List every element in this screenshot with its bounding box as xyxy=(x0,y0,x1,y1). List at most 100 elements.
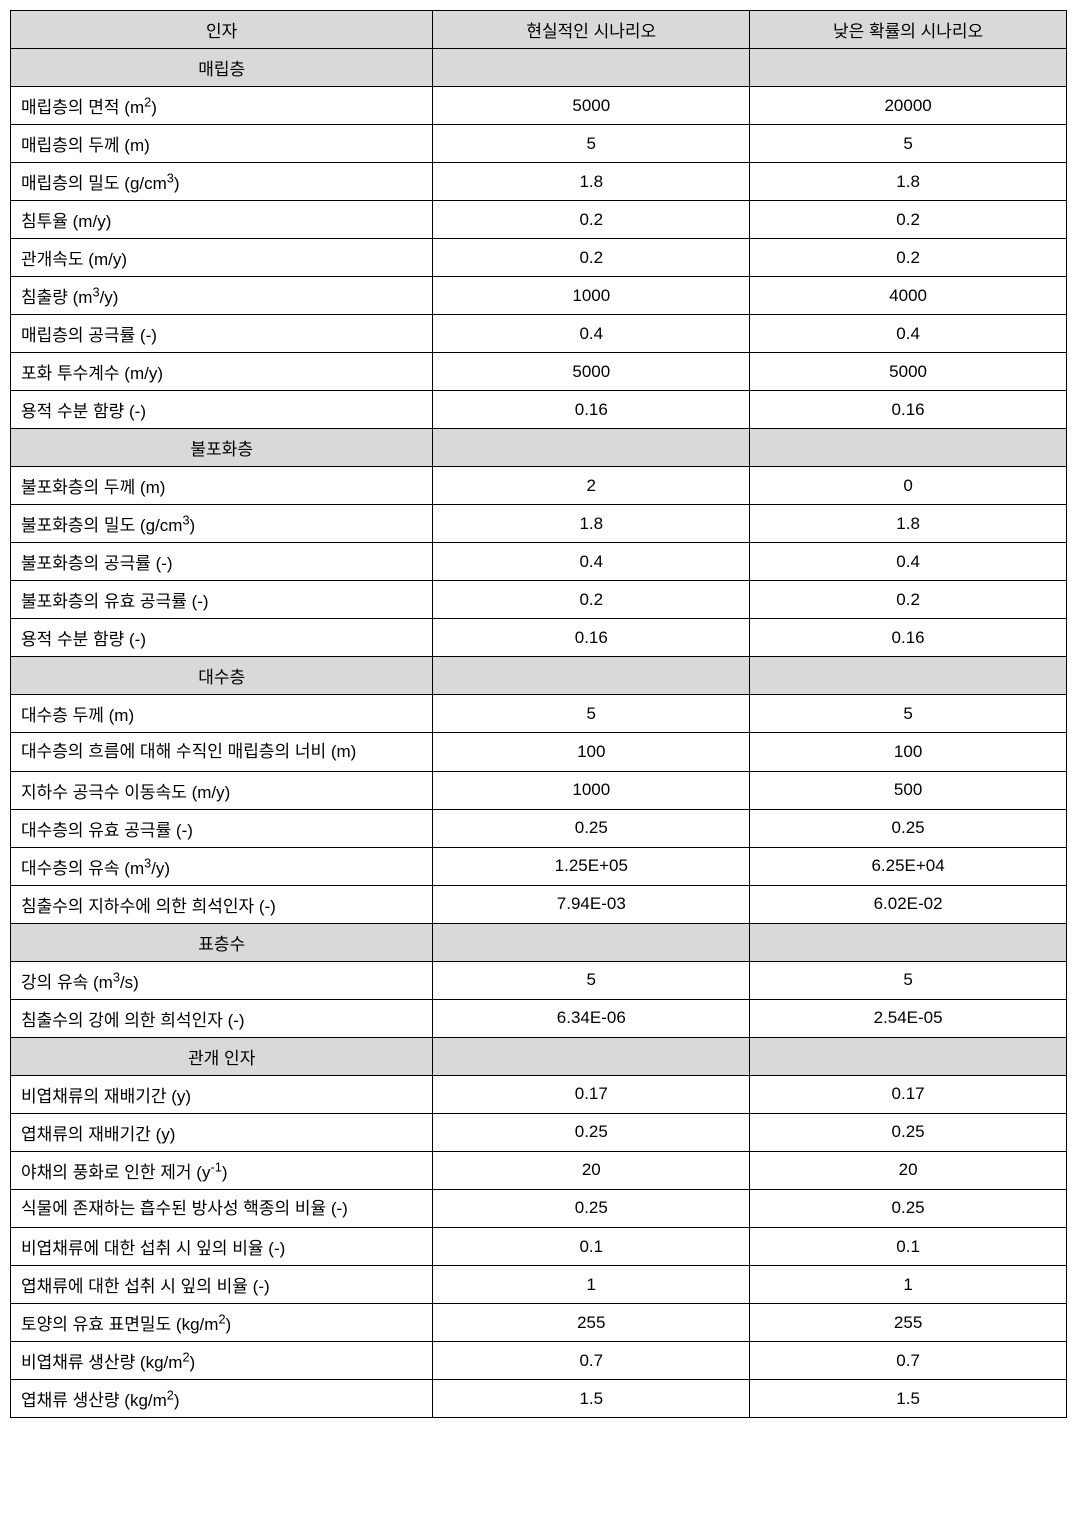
value-lowprob-cell: 1 xyxy=(750,1266,1067,1304)
table-row: 불포화층의 공극률 (-)0.40.4 xyxy=(11,543,1067,581)
param-cell: 비엽채류에 대한 섭취 시 잎의 비율 (-) xyxy=(11,1228,433,1266)
table-row: 침출수의 지하수에 의한 희석인자 (-)7.94E-036.02E-02 xyxy=(11,885,1067,923)
value-realistic-cell: 255 xyxy=(433,1304,750,1342)
value-realistic-cell: 1.8 xyxy=(433,163,750,201)
table-row: 비엽채류에 대한 섭취 시 잎의 비율 (-)0.10.1 xyxy=(11,1228,1067,1266)
value-lowprob-cell: 0.4 xyxy=(750,315,1067,353)
param-cell: 엽채류 생산량 (kg/m2) xyxy=(11,1380,433,1418)
value-lowprob-cell: 0.1 xyxy=(750,1228,1067,1266)
section-empty-cell xyxy=(750,1037,1067,1075)
value-realistic-cell: 0.17 xyxy=(433,1075,750,1113)
section-title: 대수층 xyxy=(11,657,433,695)
value-realistic-cell: 1.5 xyxy=(433,1380,750,1418)
section-empty-cell xyxy=(750,429,1067,467)
table-body: 매립층매립층의 면적 (m2)500020000매립층의 두께 (m)55매립층… xyxy=(11,49,1067,1418)
param-cell: 용적 수분 함량 (-) xyxy=(11,619,433,657)
value-realistic-cell: 0.16 xyxy=(433,391,750,429)
section-title: 매립층 xyxy=(11,49,433,87)
section-header-row: 불포화층 xyxy=(11,429,1067,467)
param-cell: 침출수의 강에 의한 희석인자 (-) xyxy=(11,999,433,1037)
param-cell: 비엽채류의 재배기간 (y) xyxy=(11,1075,433,1113)
param-cell: 매립층의 공극률 (-) xyxy=(11,315,433,353)
param-cell: 불포화층의 유효 공극률 (-) xyxy=(11,581,433,619)
table-row: 엽채류에 대한 섭취 시 잎의 비율 (-)11 xyxy=(11,1266,1067,1304)
value-realistic-cell: 0.2 xyxy=(433,239,750,277)
value-lowprob-cell: 2.54E-05 xyxy=(750,999,1067,1037)
param-cell: 대수층의 흐름에 대해 수직인 매립층의 너비 (m) xyxy=(11,733,433,772)
value-realistic-cell: 5000 xyxy=(433,353,750,391)
table-row: 용적 수분 함량 (-)0.160.16 xyxy=(11,619,1067,657)
table-row: 불포화층의 두께 (m)20 xyxy=(11,467,1067,505)
table-row: 야채의 풍화로 인한 제거 (y-1)2020 xyxy=(11,1151,1067,1189)
value-lowprob-cell: 5 xyxy=(750,125,1067,163)
param-cell: 관개속도 (m/y) xyxy=(11,239,433,277)
table-row: 비엽채류 생산량 (kg/m2)0.70.7 xyxy=(11,1342,1067,1380)
section-header-row: 대수층 xyxy=(11,657,1067,695)
table-row: 토양의 유효 표면밀도 (kg/m2)255255 xyxy=(11,1304,1067,1342)
value-lowprob-cell: 20000 xyxy=(750,87,1067,125)
value-realistic-cell: 0.4 xyxy=(433,543,750,581)
col-header-param: 인자 xyxy=(11,11,433,49)
table-row: 침출량 (m3/y)10004000 xyxy=(11,277,1067,315)
value-realistic-cell: 0.7 xyxy=(433,1342,750,1380)
value-lowprob-cell: 1.8 xyxy=(750,163,1067,201)
table-row: 강의 유속 (m3/s)55 xyxy=(11,961,1067,999)
section-title: 표층수 xyxy=(11,923,433,961)
value-realistic-cell: 1000 xyxy=(433,771,750,809)
value-lowprob-cell: 4000 xyxy=(750,277,1067,315)
param-cell: 엽채류의 재배기간 (y) xyxy=(11,1113,433,1151)
section-empty-cell xyxy=(433,49,750,87)
param-cell: 불포화층의 공극률 (-) xyxy=(11,543,433,581)
scenario-parameters-table: 인자 현실적인 시나리오 낮은 확률의 시나리오 매립층매립층의 면적 (m2)… xyxy=(10,10,1067,1418)
value-lowprob-cell: 6.02E-02 xyxy=(750,885,1067,923)
value-lowprob-cell: 500 xyxy=(750,771,1067,809)
section-header-row: 표층수 xyxy=(11,923,1067,961)
table-row: 대수층 두께 (m)55 xyxy=(11,695,1067,733)
section-header-row: 관개 인자 xyxy=(11,1037,1067,1075)
param-cell: 식물에 존재하는 흡수된 방사성 핵종의 비율 (-) xyxy=(11,1189,433,1228)
section-empty-cell xyxy=(750,49,1067,87)
table-row: 엽채류의 재배기간 (y)0.250.25 xyxy=(11,1113,1067,1151)
value-lowprob-cell: 1.8 xyxy=(750,505,1067,543)
param-cell: 대수층 두께 (m) xyxy=(11,695,433,733)
value-realistic-cell: 0.25 xyxy=(433,1113,750,1151)
section-title: 불포화층 xyxy=(11,429,433,467)
value-realistic-cell: 20 xyxy=(433,1151,750,1189)
table-row: 용적 수분 함량 (-)0.160.16 xyxy=(11,391,1067,429)
value-lowprob-cell: 0.2 xyxy=(750,581,1067,619)
param-cell: 비엽채류 생산량 (kg/m2) xyxy=(11,1342,433,1380)
section-empty-cell xyxy=(433,1037,750,1075)
value-realistic-cell: 6.34E-06 xyxy=(433,999,750,1037)
section-empty-cell xyxy=(433,923,750,961)
param-cell: 강의 유속 (m3/s) xyxy=(11,961,433,999)
value-lowprob-cell: 0.25 xyxy=(750,1113,1067,1151)
value-realistic-cell: 5 xyxy=(433,695,750,733)
param-cell: 불포화층의 두께 (m) xyxy=(11,467,433,505)
param-cell: 토양의 유효 표면밀도 (kg/m2) xyxy=(11,1304,433,1342)
section-empty-cell xyxy=(750,923,1067,961)
value-lowprob-cell: 0.2 xyxy=(750,239,1067,277)
value-lowprob-cell: 0.25 xyxy=(750,809,1067,847)
table-row: 엽채류 생산량 (kg/m2)1.51.5 xyxy=(11,1380,1067,1418)
table-row: 대수층의 흐름에 대해 수직인 매립층의 너비 (m)100100 xyxy=(11,733,1067,772)
value-lowprob-cell: 1.5 xyxy=(750,1380,1067,1418)
value-lowprob-cell: 0.2 xyxy=(750,201,1067,239)
value-realistic-cell: 7.94E-03 xyxy=(433,885,750,923)
section-empty-cell xyxy=(750,657,1067,695)
value-lowprob-cell: 0.16 xyxy=(750,619,1067,657)
param-cell: 침출수의 지하수에 의한 희석인자 (-) xyxy=(11,885,433,923)
table-row: 대수층의 유속 (m3/y)1.25E+056.25E+04 xyxy=(11,847,1067,885)
col-header-lowprob: 낮은 확률의 시나리오 xyxy=(750,11,1067,49)
value-realistic-cell: 0.2 xyxy=(433,581,750,619)
param-cell: 야채의 풍화로 인한 제거 (y-1) xyxy=(11,1151,433,1189)
value-lowprob-cell: 0.7 xyxy=(750,1342,1067,1380)
value-lowprob-cell: 0.25 xyxy=(750,1189,1067,1228)
value-lowprob-cell: 5 xyxy=(750,695,1067,733)
value-realistic-cell: 0.25 xyxy=(433,1189,750,1228)
value-lowprob-cell: 5 xyxy=(750,961,1067,999)
param-cell: 대수층의 유효 공극률 (-) xyxy=(11,809,433,847)
table-row: 매립층의 밀도 (g/cm3)1.81.8 xyxy=(11,163,1067,201)
param-cell: 포화 투수계수 (m/y) xyxy=(11,353,433,391)
table-row: 비엽채류의 재배기간 (y)0.170.17 xyxy=(11,1075,1067,1113)
value-realistic-cell: 5 xyxy=(433,125,750,163)
